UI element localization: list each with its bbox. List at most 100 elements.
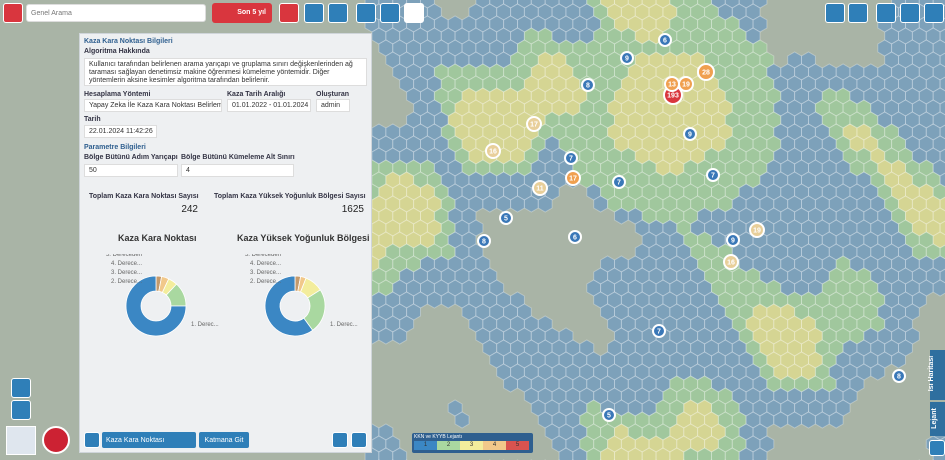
zoom-in[interactable] bbox=[11, 378, 31, 398]
pie-label: 2. Derece... bbox=[111, 279, 142, 285]
pie-label: 3. Derece... bbox=[111, 270, 142, 276]
cluster-label: 7 bbox=[617, 180, 621, 187]
draw-button[interactable] bbox=[304, 3, 324, 23]
pie-label: 1. Derec... bbox=[191, 322, 219, 328]
location-button[interactable] bbox=[279, 3, 299, 23]
cluster-marker[interactable] bbox=[683, 127, 697, 141]
cluster-marker[interactable] bbox=[612, 175, 626, 189]
heat-hex bbox=[392, 327, 408, 345]
grid-button[interactable] bbox=[900, 3, 920, 23]
field-value: 4 bbox=[181, 164, 294, 177]
cluster-marker[interactable] bbox=[652, 324, 666, 338]
legend-title: KKN ve KYYB Lejantı bbox=[414, 434, 463, 440]
cluster-marker[interactable] bbox=[564, 151, 578, 165]
cluster-marker[interactable] bbox=[565, 170, 581, 186]
heat-hex bbox=[378, 327, 394, 345]
field-label: Bölge Bütünü Kümeleme Alt Sınırı bbox=[181, 154, 295, 161]
cluster-marker[interactable] bbox=[658, 33, 672, 47]
heat-hex bbox=[939, 100, 945, 116]
image-button[interactable] bbox=[332, 432, 348, 448]
tab-label[interactable]: Isı Haritası bbox=[928, 355, 936, 392]
heat-hex bbox=[814, 411, 830, 429]
heat-hex bbox=[870, 363, 886, 381]
heat-hex bbox=[801, 411, 816, 429]
user-button[interactable] bbox=[924, 3, 944, 23]
cluster-marker[interactable] bbox=[499, 211, 513, 225]
pie-label: 4. Derece... bbox=[250, 261, 281, 267]
cluster-marker[interactable] bbox=[678, 76, 694, 92]
panel-title: Kaza Kara Noktası Bilgileri bbox=[84, 38, 173, 45]
cluster-marker[interactable] bbox=[477, 234, 491, 248]
layer-button[interactable] bbox=[328, 3, 348, 23]
cluster-marker[interactable] bbox=[602, 408, 616, 422]
field-value: Yapay Zeka İle Kaza Kara Noktası Belirle… bbox=[84, 99, 222, 112]
go-to-layer[interactable]: Katmana Git bbox=[199, 432, 249, 448]
cluster-marker[interactable] bbox=[581, 78, 595, 92]
side-tab[interactable]: Isı Haritası bbox=[928, 350, 945, 400]
chart-title: Kaza Kara Noktası bbox=[118, 233, 197, 243]
cluster-label: 7 bbox=[569, 156, 573, 163]
heat-hex bbox=[773, 411, 789, 429]
cluster-label: 8 bbox=[586, 83, 590, 90]
cluster-label: 17 bbox=[569, 176, 577, 183]
cluster-marker[interactable] bbox=[892, 369, 906, 383]
layer-select[interactable]: Kaza Kara Noktası bbox=[102, 432, 196, 448]
cluster-marker[interactable] bbox=[706, 168, 720, 182]
clear-button[interactable] bbox=[404, 3, 424, 23]
heat-hex bbox=[440, 291, 456, 309]
cluster-marker[interactable] bbox=[532, 180, 548, 196]
cluster-label: 11 bbox=[536, 186, 544, 193]
field-value: 01.01.2022 - 01.01.2024 bbox=[227, 99, 311, 112]
heat-hex bbox=[482, 195, 498, 213]
pie-label: 5. Dereceden bbox=[106, 254, 142, 258]
heat-hex bbox=[614, 207, 629, 225]
home-button[interactable] bbox=[356, 3, 376, 23]
period-button[interactable]: Son 5 yıl bbox=[212, 3, 272, 23]
side-tab[interactable]: Lejant bbox=[930, 402, 945, 436]
cluster-marker[interactable] bbox=[749, 222, 765, 238]
heat-hex bbox=[593, 195, 609, 213]
heat-hex bbox=[939, 76, 945, 92]
charts: 5. Dereceden 4. Derece... 3. Derece... 2. D… bbox=[106, 254, 358, 337]
cluster-marker[interactable] bbox=[723, 254, 739, 270]
heat-hex bbox=[939, 148, 945, 164]
tool-button[interactable] bbox=[825, 3, 845, 23]
pie-slice bbox=[264, 275, 314, 337]
history-button[interactable] bbox=[848, 3, 868, 23]
pie-label: 1. Derec... bbox=[330, 322, 358, 328]
field-value: 22.01.2024 11:42:26 bbox=[84, 125, 157, 138]
about-text: Kullanıcı tarafından belirlenen arama ya… bbox=[84, 58, 367, 86]
heat-hex bbox=[752, 447, 768, 460]
pie-slice bbox=[125, 275, 187, 337]
close-button[interactable] bbox=[84, 432, 100, 448]
field-value: admin bbox=[316, 99, 350, 112]
cluster-label: 16 bbox=[727, 260, 735, 267]
cluster-marker[interactable] bbox=[568, 230, 582, 244]
collapse-button[interactable] bbox=[929, 440, 945, 456]
cluster-marker[interactable] bbox=[526, 116, 542, 132]
cluster-marker[interactable] bbox=[726, 233, 740, 247]
route-button[interactable] bbox=[876, 3, 896, 23]
zoom-out[interactable] bbox=[11, 400, 31, 420]
cluster-marker[interactable] bbox=[620, 51, 634, 65]
heat-hex bbox=[939, 220, 945, 236]
heat-hex bbox=[523, 195, 539, 213]
locate-button[interactable] bbox=[380, 3, 400, 23]
layers-button[interactable] bbox=[3, 3, 23, 23]
heat-hex bbox=[891, 351, 906, 369]
chart-title: Kaza Yüksek Yoğunluk Bölgesi bbox=[237, 233, 370, 243]
cluster-marker[interactable] bbox=[697, 63, 715, 81]
search-box[interactable]: Genel Arama bbox=[26, 4, 206, 22]
pdf-button[interactable] bbox=[351, 432, 367, 448]
heat-hex bbox=[787, 411, 802, 429]
heat-hex bbox=[939, 196, 945, 212]
legend-cell: 1 bbox=[414, 441, 437, 450]
tab-label[interactable]: Lejant bbox=[930, 408, 938, 429]
heat-hex bbox=[939, 124, 945, 140]
cluster-marker[interactable] bbox=[485, 143, 501, 159]
field-label: Kaza Tarih Aralığı bbox=[227, 91, 286, 98]
cluster-label: 7 bbox=[711, 173, 715, 180]
heat-hex bbox=[392, 447, 408, 460]
